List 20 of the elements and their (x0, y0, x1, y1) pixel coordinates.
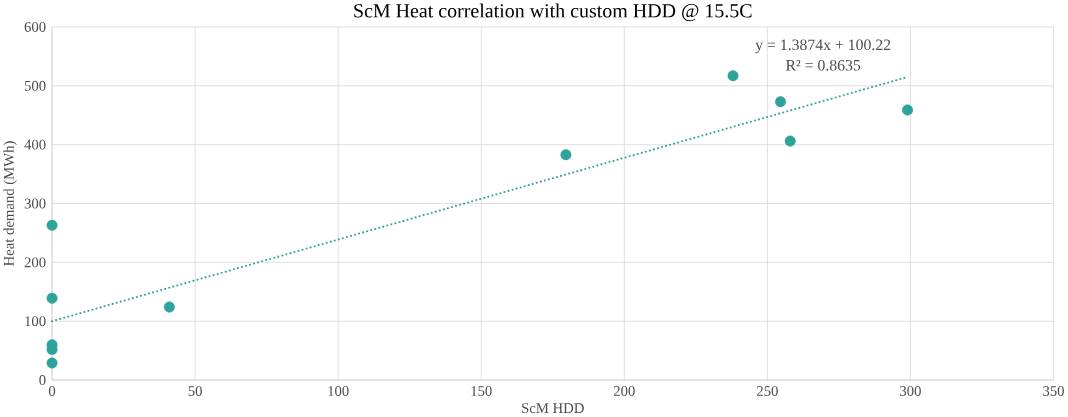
y-tick-label: 200 (24, 257, 46, 268)
annotation: R² = 0.8635 (785, 60, 861, 71)
x-tick-label: 300 (900, 386, 921, 397)
y-tick-label: 500 (24, 81, 46, 91)
x-tick-label: 50 (188, 386, 202, 397)
x-tick-label: 150 (471, 386, 492, 397)
y-tick-label: 300 (24, 198, 46, 209)
y-axis-title: Heat demand (MWh) (3, 141, 17, 267)
x-tick-label: 0 (48, 386, 56, 397)
x-axis-title: ScM HDD (522, 403, 584, 414)
x-tick-label: 100 (328, 386, 349, 397)
y-tick-label: 600 (24, 22, 46, 33)
y-tick-label: 0 (39, 375, 46, 386)
x-tick-label: 200 (613, 386, 635, 397)
annotation: y = 1.3874x + 100.22 (755, 39, 891, 54)
chart-title: ScM Heat correlation with custom HDD @ 15.5C (354, 3, 752, 22)
y-tick-label: 400 (24, 139, 46, 150)
x-tick-label: 350 (1043, 386, 1064, 397)
y-tick-label: 100 (25, 316, 46, 327)
x-tick-label: 250 (756, 386, 778, 397)
